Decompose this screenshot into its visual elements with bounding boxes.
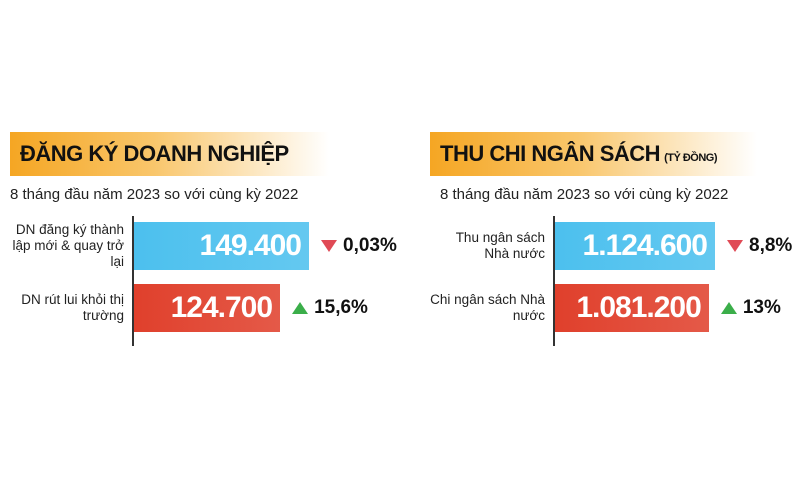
category-label: DN đăng ký thành lập mới & quay trở lại — [12, 222, 125, 269]
change-label: 13% — [742, 297, 781, 318]
change-arrow — [720, 302, 737, 314]
subtitle: 8 tháng đầu năm 2023 so với cùng kỳ 2022 — [440, 186, 729, 203]
chart-title: THU CHI NGÂN SÁCH (TỶ ĐỒNG) — [430, 132, 758, 176]
value-label: 149.400 — [199, 229, 302, 262]
change-label: 8,8% — [749, 235, 793, 256]
bar: 149.400 — [134, 222, 309, 270]
title-text: ĐĂNG KÝ DOANH NGHIỆP — [20, 141, 289, 166]
change-label: 15,6% — [314, 297, 368, 318]
category-label: Thu ngân sách Nhà nước — [455, 230, 545, 261]
value-label: 1.081.200 — [576, 291, 701, 324]
bar: 1.081.200 — [555, 284, 709, 332]
category-label: DN rút lui khỏi thị trường — [21, 292, 124, 323]
chart-title: ĐĂNG KÝ DOANH NGHIỆP — [10, 132, 329, 176]
axis-line — [132, 216, 134, 346]
value-label: 1.124.600 — [582, 229, 708, 262]
chart: THU CHI NGÂN SÁCH (TỶ ĐỒNG) 8 tháng đầu n… — [400, 0, 800, 500]
change-arrow — [292, 302, 309, 314]
chart: ĐĂNG KÝ DOANH NGHIỆP 8 tháng đầu năm 202… — [10, 132, 397, 346]
subtitle: 8 tháng đầu năm 2023 so với cùng kỳ 2022 — [10, 186, 299, 203]
axis-line — [553, 216, 555, 346]
value-label: 124.700 — [170, 291, 273, 324]
bar: 1.124.600 — [555, 222, 715, 270]
change-arrow — [727, 240, 743, 252]
change-arrow — [321, 240, 337, 252]
change-label: 0,03% — [343, 235, 397, 256]
bar: 124.700 — [134, 284, 281, 332]
title-text: THU CHI NGÂN SÁCH — [440, 141, 661, 166]
unit: (TỶ ĐỒNG) — [664, 152, 718, 164]
category-label: Chi ngân sách Nhà nước — [430, 292, 545, 323]
